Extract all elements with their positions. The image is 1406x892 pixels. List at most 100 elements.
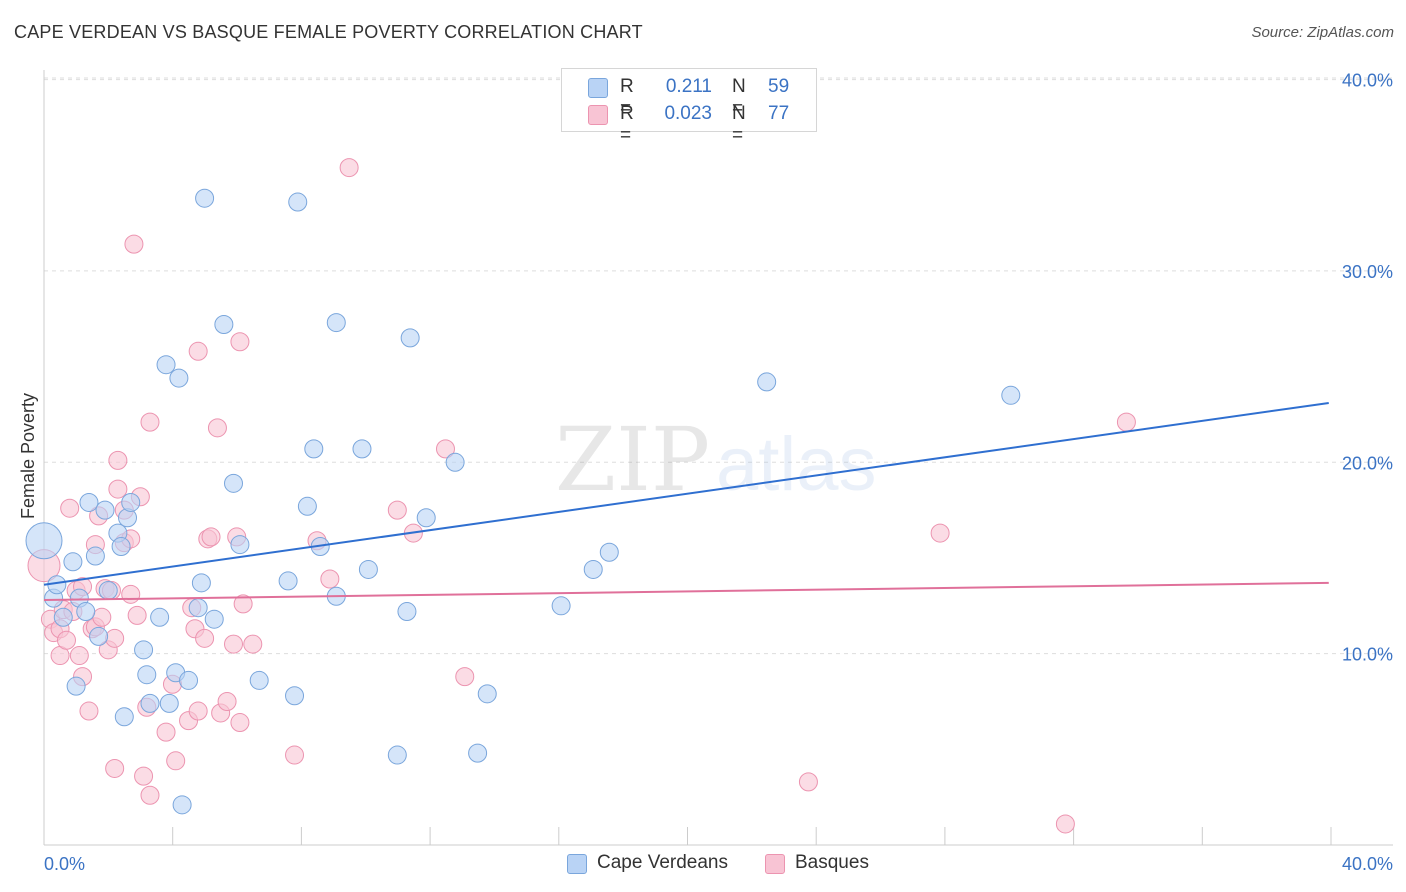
basque-point [124,234,144,254]
basque-point [195,628,215,648]
legend-r-value: 0.023 [664,103,712,124]
basque-point [243,634,263,654]
basque-point [455,667,475,687]
basque-point [320,569,340,589]
series-label-cape: Cape Verdeans [597,852,728,873]
basque-point [339,158,359,178]
cape-point [53,607,73,627]
basque-point [105,628,125,648]
cape-point [214,315,234,335]
basque-point [285,745,305,765]
cape-point [757,372,777,392]
basque-point [233,594,253,614]
gridlines [44,77,1393,655]
cape-point [137,665,157,685]
basque-point [92,607,112,627]
basque-trendline [43,581,1329,602]
legend-swatch-cape [588,78,608,98]
watermark-zip: ZIP [555,408,710,511]
basque-point [387,500,407,520]
basque-point [224,634,244,654]
y-tick-label: 40.0% [1342,71,1393,91]
basque-point [1116,412,1136,432]
basque-point [166,751,186,771]
basque-point [188,341,208,361]
watermark-atlas: atlas [716,422,877,507]
basque-point [56,630,76,650]
legend-r-label: R = [620,103,634,146]
cape-point [159,693,179,713]
basque-point [798,772,818,792]
tick-labels: 10.0% 20.0% 30.0% 40.0% 0.0% 40.0% [44,71,1393,874]
y-tick-label: 10.0% [1342,645,1393,665]
series-legend: Cape Verdeans Basques [0,852,1406,878]
cape-point [352,439,372,459]
axes [43,70,1393,846]
cape-point [134,640,154,660]
series-label-basque: Basques [795,852,869,873]
cape-point [387,745,407,765]
basque-point [105,758,125,778]
cape-point [66,676,86,696]
x-tick-label: 40.0% [1342,854,1393,874]
basque-point [230,713,250,733]
cape-point [288,192,308,212]
source-label: Source: ZipAtlas.com [1251,24,1394,41]
basque-point [79,701,99,721]
cape-point [468,743,488,763]
watermark: ZIP atlas [555,408,877,511]
cape-point [25,522,63,560]
basque-point [121,584,141,604]
cape-point [191,573,211,593]
cape-point [118,508,138,528]
cape-point [285,686,305,706]
cape-point [400,328,420,348]
basque-point [207,418,227,438]
cape-point [111,536,131,556]
cape-point [1001,385,1021,405]
basque-point [69,646,89,666]
legend-r-value: 0.211 [665,76,712,97]
basque-point [108,450,128,470]
series-swatch-cape [567,854,587,874]
cape-point [89,626,109,646]
cape-point [326,313,346,333]
cape-point [416,508,436,528]
cape-point [79,492,99,512]
basque-point [930,523,950,543]
y-tick-label: 30.0% [1342,262,1393,282]
x-tick-label: 0.0% [44,854,85,874]
cape-point [172,795,192,815]
basque-points [27,158,1136,834]
cape-point [304,439,324,459]
cape-point [95,500,115,520]
basque-point [140,412,160,432]
basque-point [435,439,455,459]
series-swatch-basque [765,854,785,874]
legend-n-value: 59 [768,76,790,97]
basque-point [217,691,237,711]
cape-point [224,473,244,493]
correlation-legend: R = 0.211 N = 59 R = 0.023 N = 77 [561,68,817,146]
cape-point [140,693,160,713]
y-axis-label: Female Poverty [18,393,38,519]
basque-point [140,785,160,805]
legend-n-label: N = [732,76,746,119]
cape-point [397,602,417,622]
basque-point [201,527,221,547]
legend-n-value: 77 [768,103,790,124]
basque-point [60,498,80,518]
cape-point [249,670,269,690]
cape-point [230,535,250,555]
basque-point [230,332,250,352]
cape-point [204,609,224,629]
trendlines [43,401,1329,602]
legend-r-label: R = [620,76,634,119]
cape-points [25,188,1021,815]
cape-point [156,355,176,375]
cape-point [76,602,96,622]
cape-point [297,496,317,516]
cape-point [114,707,134,727]
cape-point [179,670,199,690]
